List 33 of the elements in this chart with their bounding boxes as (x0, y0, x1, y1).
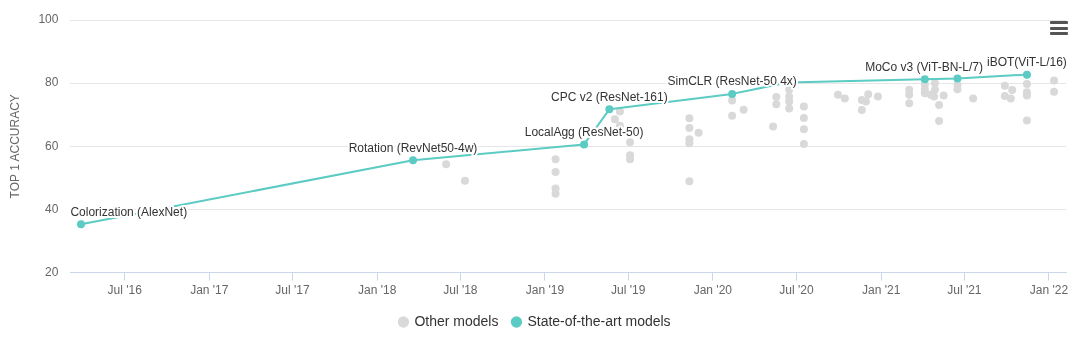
legend-label: State-of-the-art models (527, 312, 671, 329)
point (953, 74, 962, 83)
x-tick-label: Jul '20 (779, 283, 815, 298)
x-tick-label: Jul '16 (107, 283, 143, 298)
point (1022, 70, 1031, 79)
x-tick-label: Jul '21 (947, 283, 982, 298)
x-tick-label: Jan '19 (525, 283, 565, 298)
annotation: MoCo v3 (ViT-BN-L/7) (865, 59, 984, 74)
y-tick-label: 40 (45, 201, 59, 216)
y-axis-title: TOP 1 ACCURACY (7, 94, 22, 199)
point (605, 105, 614, 114)
annotation: iBOT(ViT-L/16) (987, 54, 1067, 69)
x-tick-label: Jul '17 (275, 283, 311, 298)
point (580, 140, 589, 149)
point (728, 89, 737, 98)
legend-label: Other models (414, 312, 499, 329)
x-tick-label: Jul '19 (611, 283, 646, 298)
y-tick-label: 80 (45, 75, 59, 90)
point (77, 220, 85, 229)
x-tick-label: Jul '18 (443, 283, 478, 298)
y-tick-label: 20 (45, 264, 59, 279)
point (409, 156, 418, 165)
annotation: CPC v2 (ResNet-161) (551, 89, 668, 104)
annotation: Colorization (AlexNet) (70, 204, 188, 219)
x-tick-label: Jan '17 (190, 283, 229, 298)
x-tick-label: Jan '20 (693, 283, 733, 298)
y-tick-label: 100 (38, 12, 59, 27)
x-tick-label: Jan '18 (357, 283, 397, 298)
y-tick-label: 60 (45, 138, 59, 153)
x-tick-label: Jan '22 (1029, 283, 1069, 298)
point (920, 75, 929, 84)
annotation: Rotation (RevNet50-4w) (348, 140, 478, 155)
x-tick-label: Jan '21 (861, 283, 901, 298)
